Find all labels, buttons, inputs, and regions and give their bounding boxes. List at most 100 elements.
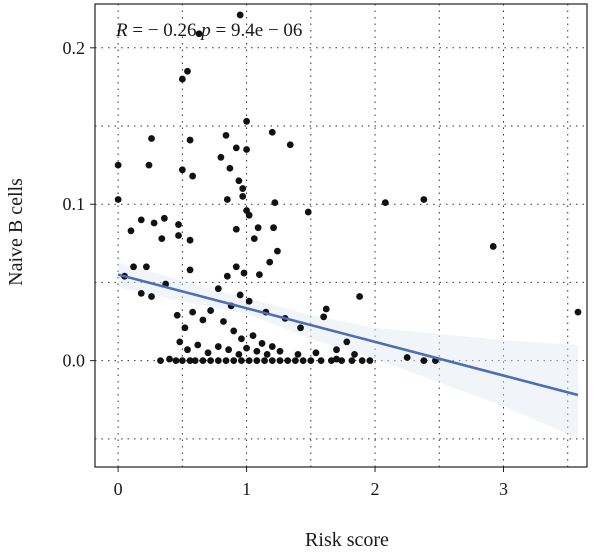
data-point: [327, 357, 335, 365]
data-point: [232, 144, 240, 152]
data-point: [176, 338, 184, 346]
data-point: [268, 128, 276, 136]
data-point: [243, 344, 250, 352]
data-point: [232, 263, 240, 271]
data-point: [320, 313, 328, 321]
grid-lines: [95, 4, 587, 467]
data-point: [268, 343, 276, 350]
x-tick-label: 0: [114, 479, 123, 499]
data-point: [266, 258, 274, 266]
axis-ticks: 0 1 2 3 0.0 0.1 0.2: [63, 38, 509, 499]
data-point: [186, 136, 194, 144]
data-point: [142, 263, 150, 271]
data-point: [173, 311, 181, 319]
data-point: [194, 341, 202, 349]
data-point: [238, 335, 245, 343]
data-point: [195, 30, 203, 38]
x-tick-label: 1: [242, 479, 251, 499]
data-point: [214, 357, 222, 365]
data-point: [284, 357, 292, 365]
data-point: [199, 316, 207, 324]
y-tick-label: 0.0: [63, 351, 86, 371]
data-point: [245, 297, 253, 305]
data-point: [223, 272, 231, 280]
data-point: [245, 357, 253, 365]
data-point: [220, 318, 227, 325]
data-point: [184, 67, 191, 75]
data-point: [274, 247, 281, 255]
data-point: [158, 235, 166, 243]
data-point: [230, 357, 238, 365]
data-point: [270, 224, 277, 232]
data-point: [250, 235, 258, 243]
plot-frame: [94, 3, 588, 468]
data-point: [178, 357, 186, 365]
data-point: [186, 266, 194, 274]
data-point: [253, 357, 261, 365]
y-tick-label: 0.1: [63, 194, 86, 214]
data-point: [263, 350, 271, 358]
data-point: [114, 161, 122, 169]
data-point: [239, 185, 247, 192]
data-point: [574, 308, 582, 316]
x-tick-label: 3: [499, 479, 508, 499]
data-point: [258, 340, 266, 347]
data-point: [189, 172, 197, 180]
data-point: [225, 346, 232, 354]
data-point: [381, 199, 389, 207]
data-point: [148, 135, 155, 142]
data-point: [178, 75, 186, 83]
y-axis-title: Naive B cells: [5, 178, 27, 286]
y-tick-label: 0.2: [63, 38, 86, 58]
data-point: [166, 355, 173, 363]
data-point: [130, 263, 137, 271]
data-point: [351, 350, 358, 358]
data-point: [403, 354, 411, 361]
data-point: [304, 208, 312, 216]
data-point: [235, 350, 243, 358]
data-point: [214, 343, 222, 350]
data-point: [343, 338, 351, 346]
data-point: [348, 357, 356, 365]
data-point: [172, 357, 180, 365]
data-point: [145, 161, 153, 169]
data-point: [238, 357, 245, 365]
data-point: [175, 232, 182, 239]
data-point: [420, 196, 428, 203]
data-point: [226, 164, 234, 172]
data-point: [271, 199, 279, 207]
data-point: [294, 350, 302, 358]
data-point: [253, 347, 261, 355]
data-point: [307, 357, 315, 365]
data-point: [358, 357, 366, 365]
data-point: [322, 305, 330, 313]
data-point: [236, 11, 244, 19]
regression-line: [117, 273, 579, 397]
data-point: [222, 357, 230, 365]
data-point: [297, 324, 304, 332]
data-point: [137, 289, 145, 297]
data-point: [137, 216, 145, 224]
data-point: [276, 357, 284, 365]
data-point: [148, 293, 155, 300]
data-point: [286, 141, 294, 149]
data-point: [333, 346, 340, 354]
data-point: [184, 346, 191, 354]
data-point: [356, 293, 364, 300]
data-point: [114, 196, 122, 203]
data-point: [268, 357, 276, 365]
data-point: [366, 357, 374, 365]
data-point: [317, 357, 325, 365]
x-tick-label: 2: [371, 479, 380, 499]
data-point: [239, 192, 247, 200]
data-point: [178, 166, 186, 174]
data-point: [207, 307, 215, 314]
data-point: [333, 355, 340, 363]
data-point: [217, 153, 225, 161]
data-point: [254, 224, 262, 232]
data-point: [338, 357, 346, 365]
data-point: [230, 327, 238, 335]
data-point: [150, 219, 158, 227]
data-point: [157, 357, 164, 365]
